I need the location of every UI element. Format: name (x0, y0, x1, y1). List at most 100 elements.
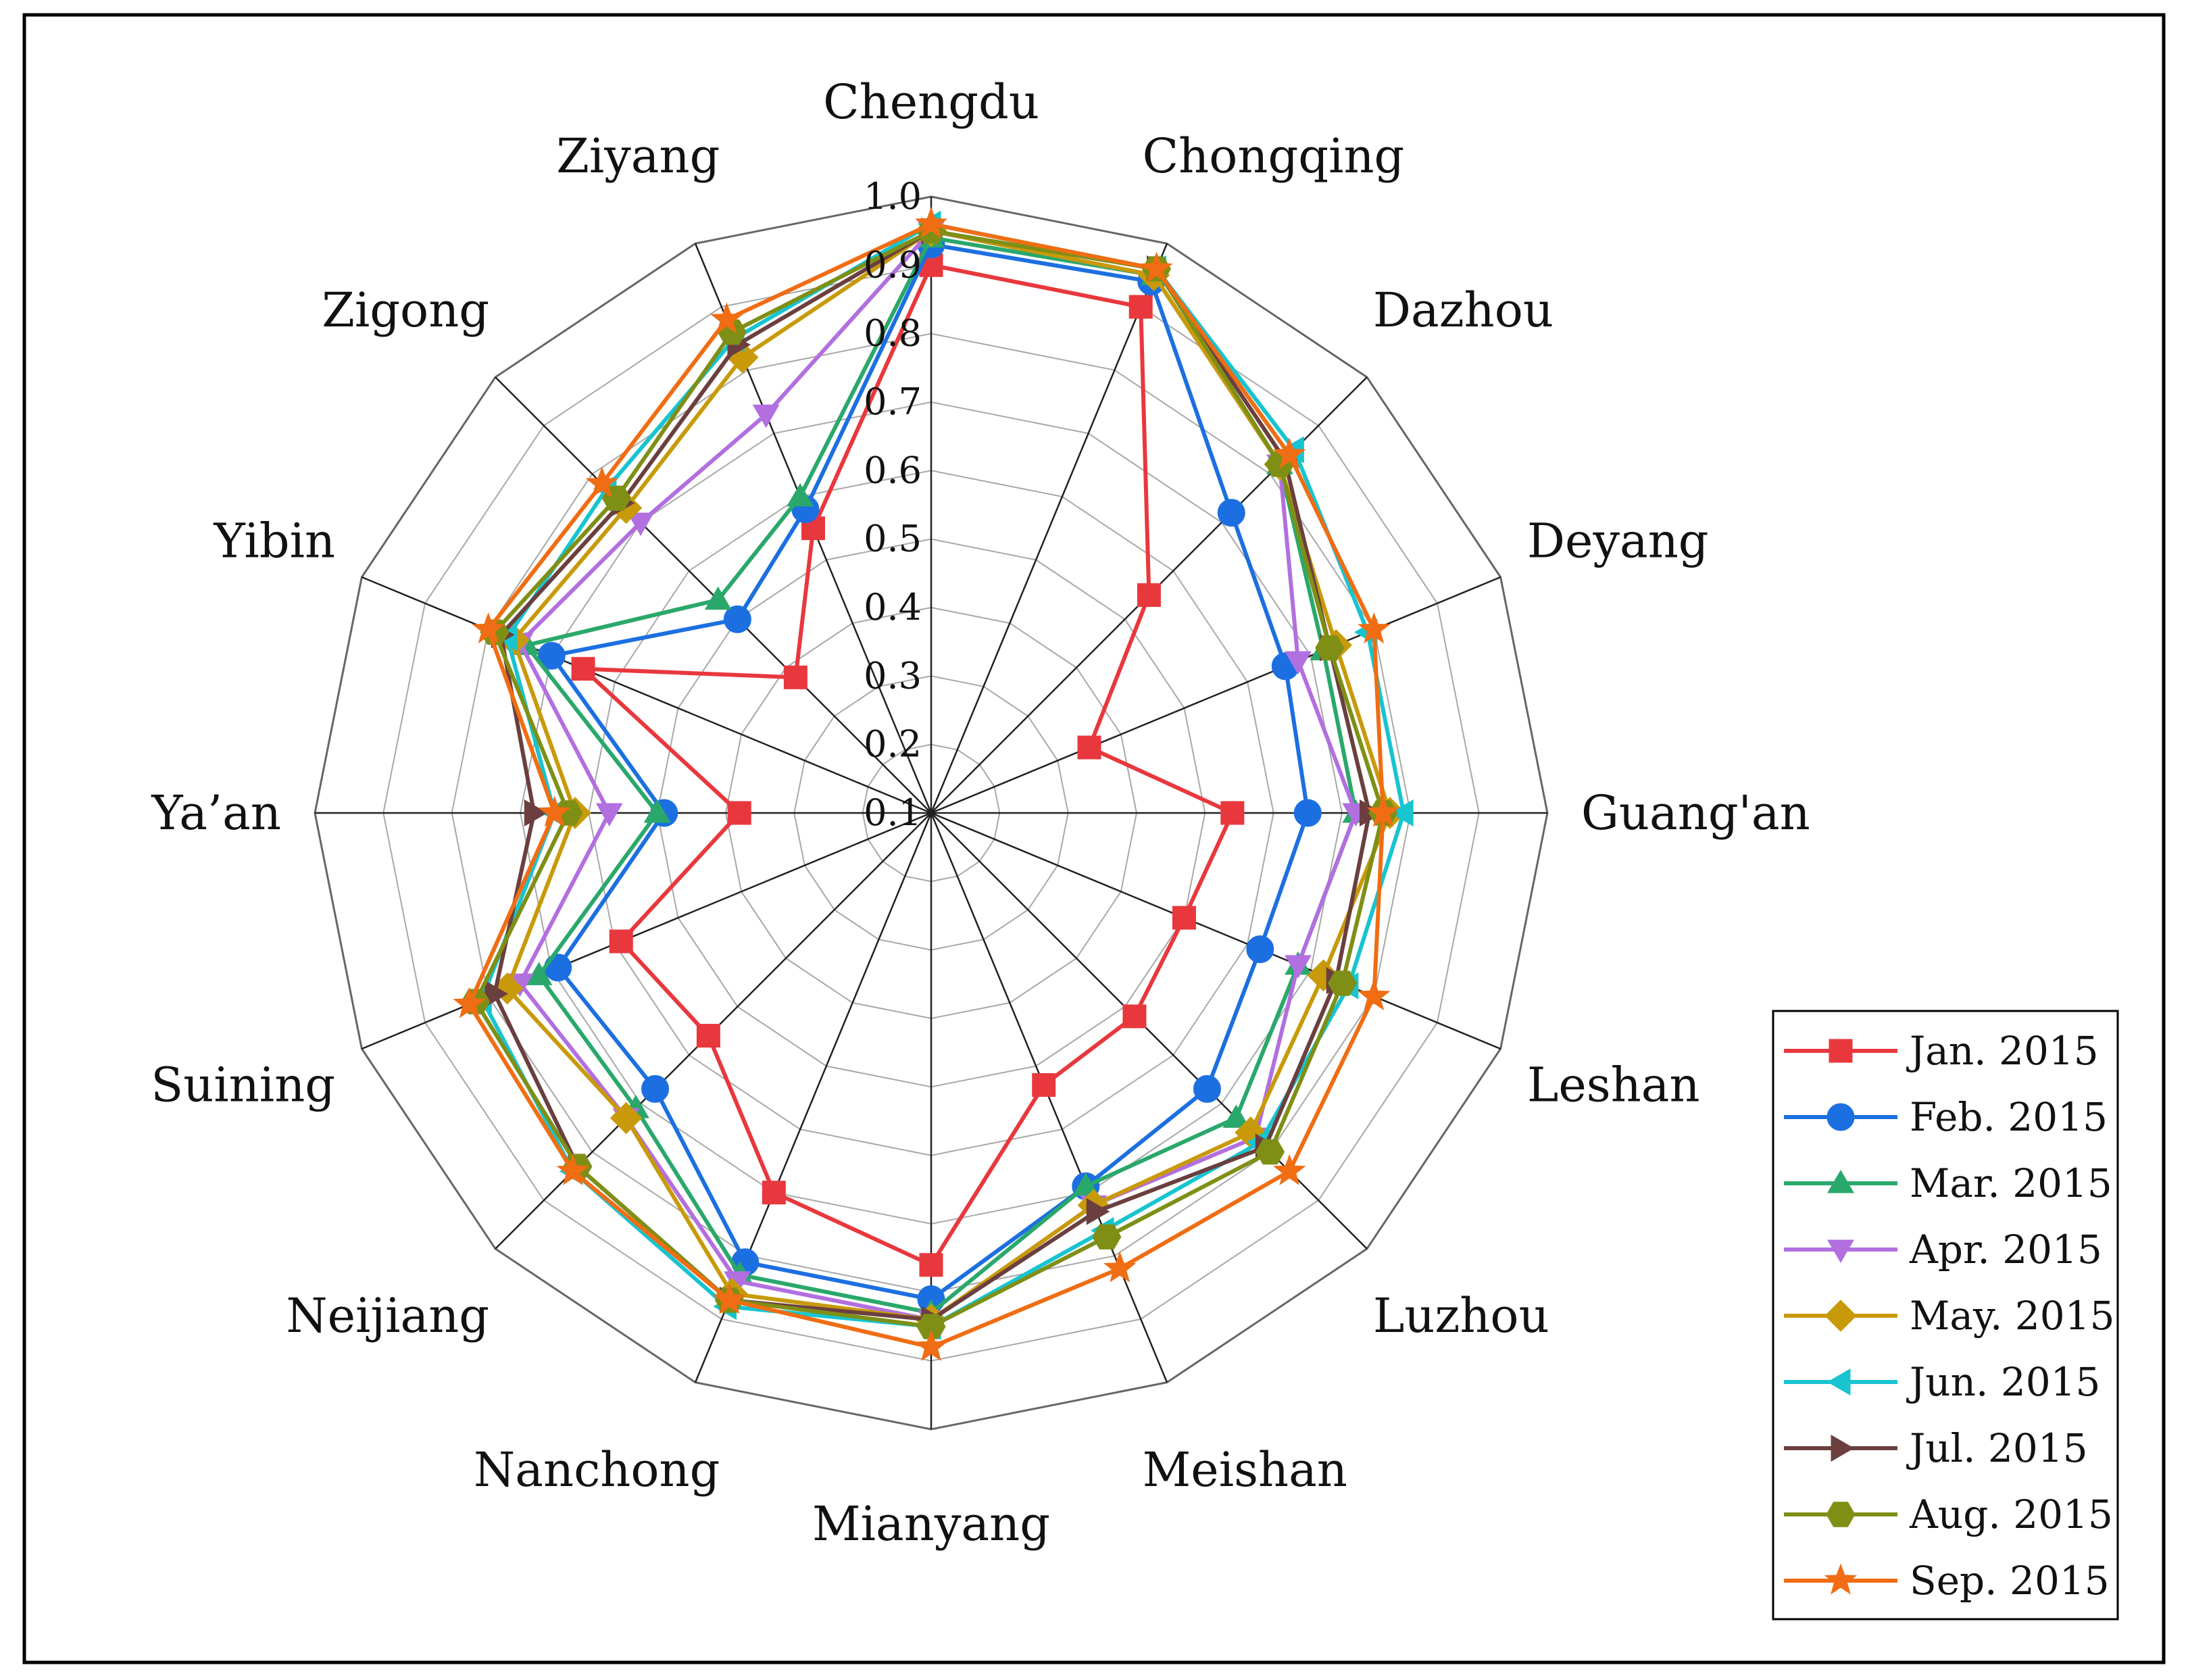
data-point (1092, 1224, 1122, 1250)
data-point (1273, 1154, 1306, 1185)
data-point (762, 1181, 786, 1205)
data-point (1358, 979, 1391, 1011)
data-point (1285, 955, 1312, 979)
legend-label: Sep. 2015 (1910, 1558, 2110, 1604)
data-point (704, 586, 732, 610)
legend-item: Apr. 2015 (1784, 1227, 2102, 1273)
series-9 (453, 207, 1399, 1361)
data-point (453, 987, 486, 1018)
category-label: Mianyang (812, 1496, 1050, 1552)
data-point (609, 929, 633, 954)
legend-item: Jul. 2015 (1784, 1425, 2088, 1471)
data-point (472, 612, 505, 644)
data-point (710, 302, 743, 334)
axis-spoke (361, 812, 932, 1050)
series-1 (571, 253, 1245, 1277)
category-label: Dazhou (1373, 282, 1553, 338)
axis-spoke (930, 812, 1501, 1050)
data-point (1220, 801, 1245, 825)
legend-label: Mar. 2015 (1910, 1160, 2112, 1206)
data-point (727, 801, 751, 825)
data-point (1273, 437, 1306, 469)
data-point (1217, 499, 1245, 527)
legend-item: Sep. 2015 (1784, 1558, 2110, 1604)
radial-tick-labels: 0.1 0.2 0.3 0.4 0.5 0.6 0.7 0.8 0.9 1.0 (864, 175, 922, 834)
legend-label: May. 2015 (1910, 1293, 2115, 1339)
category-label: Deyang (1527, 513, 1709, 568)
legend-marker (1826, 1103, 1855, 1131)
legend-marker (1824, 1563, 1858, 1595)
tick-label: 0.1 (864, 791, 922, 834)
data-point (627, 512, 654, 537)
data-point (1358, 612, 1391, 644)
data-point (696, 1024, 720, 1048)
category-label: Meishan (1143, 1442, 1347, 1498)
legend-marker (1827, 1239, 1854, 1263)
category-labels: Chengdu Chongqing Dazhou Deyang Guang'an Lesh… (151, 74, 1810, 1552)
legend-label: Jun. 2015 (1906, 1359, 2100, 1405)
data-point (919, 1253, 943, 1277)
tick-label: 0.2 (864, 723, 922, 766)
category-label: Suining (151, 1058, 335, 1113)
data-point (544, 954, 572, 982)
data-point (1086, 1197, 1110, 1225)
category-label: Leshan (1527, 1058, 1700, 1113)
data-point (1285, 651, 1312, 675)
data-point (1366, 795, 1399, 827)
tick-label: 0.7 (864, 380, 922, 423)
legend-item: May. 2015 (1784, 1293, 2115, 1339)
legend-label: Aug. 2015 (1909, 1491, 2113, 1537)
category-label: Guang'an (1581, 785, 1810, 841)
category-label: Yibin (213, 513, 335, 568)
tick-label: 0.9 (864, 243, 922, 286)
data-point (1103, 1251, 1137, 1283)
data-point (556, 1154, 589, 1185)
category-label: Chongqing (1143, 128, 1405, 184)
data-point (723, 605, 751, 633)
data-point (1137, 583, 1161, 608)
category-label: Neijiang (286, 1288, 489, 1343)
tick-label: 0.6 (864, 449, 922, 491)
data-point (1255, 1139, 1285, 1165)
category-label: Nanchong (474, 1442, 720, 1498)
data-point (585, 466, 618, 498)
legend-marker (1824, 1300, 1857, 1332)
data-point (916, 1314, 946, 1339)
data-point (610, 1102, 643, 1135)
data-point (713, 1283, 746, 1314)
legend-item: Mar. 2015 (1784, 1160, 2112, 1206)
data-point (1122, 1004, 1147, 1029)
data-point (914, 1329, 948, 1361)
data-point (752, 404, 780, 428)
tick-label: 0.4 (864, 586, 922, 628)
data-point (787, 483, 814, 507)
data-point (914, 207, 948, 239)
category-label: Chengdu (823, 74, 1039, 130)
legend-item: Jan. 2015 (1784, 1028, 2099, 1074)
data-point (1315, 635, 1345, 661)
data-point (537, 641, 566, 670)
tick-label: 0.5 (864, 518, 922, 560)
legend-label: Feb. 2015 (1910, 1094, 2108, 1140)
legend: Jan. 2015 Feb. 2015 Mar. 2015 Apr. 2015 May.… (1772, 1010, 2119, 1621)
data-point (1293, 799, 1322, 827)
data-point (1128, 295, 1153, 319)
legend-marker (1831, 1435, 1854, 1462)
data-point (1172, 906, 1196, 930)
series-layer (453, 207, 1414, 1361)
tick-label: 0.3 (864, 654, 922, 697)
axis-spoke (930, 243, 1168, 814)
axis-spoke (930, 576, 1501, 814)
data-point (524, 799, 548, 826)
legend-label: Jan. 2015 (1906, 1028, 2099, 1074)
data-point (1193, 1074, 1221, 1103)
legend-label: Apr. 2015 (1909, 1227, 2102, 1273)
legend-marker (1827, 1170, 1854, 1193)
data-point (1077, 735, 1101, 760)
legend-item: Aug. 2015 (1784, 1491, 2113, 1537)
data-point (1222, 1104, 1250, 1128)
data-point (1246, 935, 1274, 964)
data-point (1032, 1073, 1056, 1097)
